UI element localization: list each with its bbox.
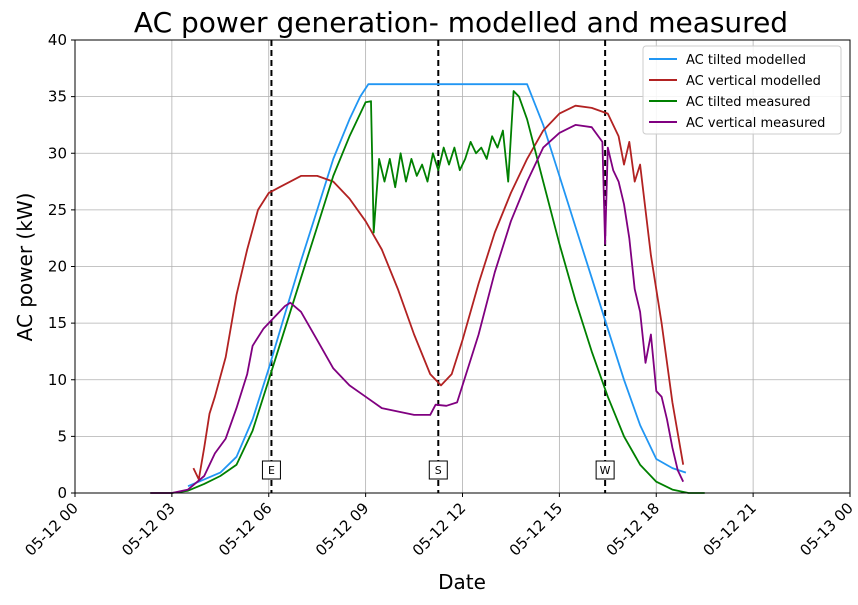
reference-marker-label-s: S: [435, 464, 442, 477]
y-tick-label: 0: [57, 484, 67, 502]
x-tick-label: 05-12 00: [21, 499, 81, 559]
legend-box: [642, 45, 842, 135]
legend-entry-label: AC vertical modelled: [686, 74, 821, 89]
y-tick-label: 20: [48, 258, 67, 276]
reference-marker-label-w: W: [600, 464, 611, 477]
reference-marker-box-w: [595, 460, 615, 480]
legend-entry-label: AC tilted modelled: [686, 53, 806, 68]
x-axis-label: Date: [438, 570, 486, 594]
y-tick-label: 25: [48, 201, 67, 219]
y-tick-label: 15: [48, 314, 67, 332]
y-axis-label: AC power (kW): [13, 193, 37, 342]
x-tick-label: 05-12 12: [409, 499, 469, 559]
legend-entry-label: AC tilted measured: [686, 95, 811, 110]
y-tick-label: 5: [57, 427, 67, 445]
y-tick-label: 30: [48, 144, 67, 162]
y-tick-label: 40: [48, 31, 67, 49]
x-tick-label: 05-12 15: [506, 499, 566, 559]
x-tick-label: 05-12 03: [118, 499, 178, 559]
x-tick-label: 05-13 00: [796, 499, 856, 559]
series-line-ac-tilted-measured: [150, 90, 705, 494]
reference-marker-box-s: [428, 460, 448, 480]
legend-entry-label: AC vertical measured: [686, 116, 825, 131]
x-tick-label: 05-12 18: [603, 499, 663, 559]
legend: AC tilted modelled AC vertical modelled AC…: [642, 45, 842, 135]
y-tick-label: 35: [48, 88, 67, 106]
series-line-ac-tilted-modelled: [187, 83, 687, 488]
chart-title: AC power generation- modelled and measur…: [134, 6, 788, 39]
x-tick-label: 05-12 21: [700, 499, 760, 559]
reference-marker-label-e: E: [268, 464, 275, 477]
series-line-ac-vertical-modelled: [192, 104, 685, 481]
reference-marker-box-e: [261, 460, 281, 480]
series-line-ac-vertical-measured: [150, 124, 685, 494]
y-tick-label: 10: [48, 371, 67, 389]
series-lines: [150, 83, 705, 494]
x-tick-label: 05-12 09: [312, 499, 372, 559]
x-tick-label: 05-12 06: [215, 499, 275, 559]
